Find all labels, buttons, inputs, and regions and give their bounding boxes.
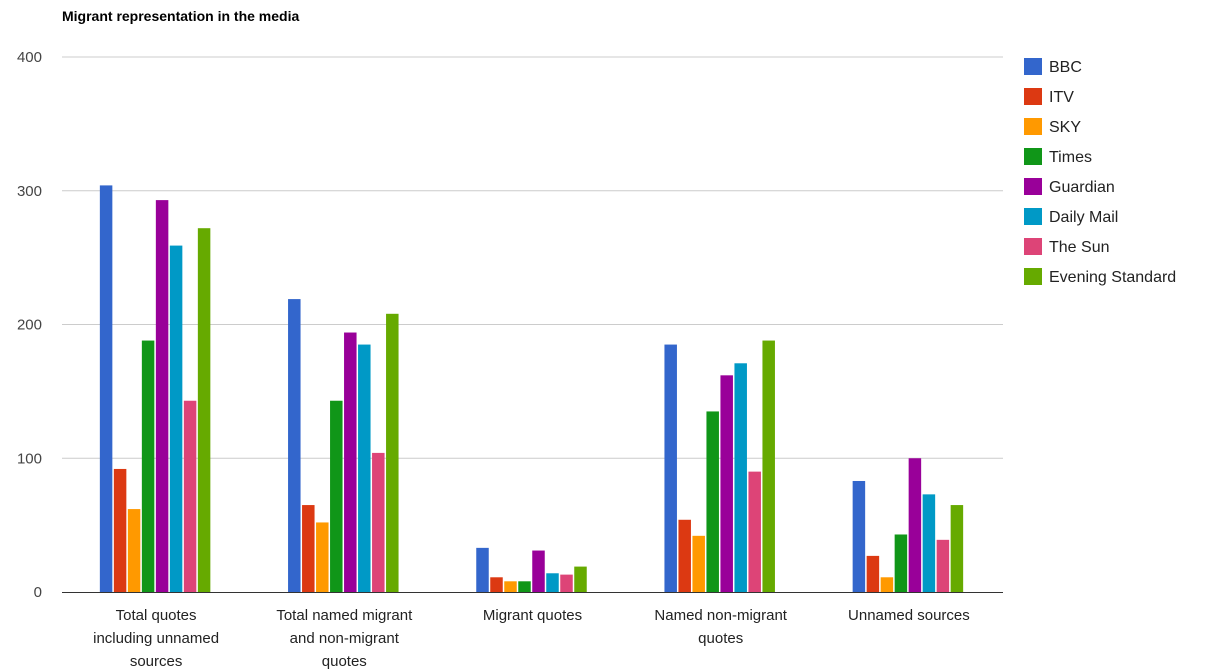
bar xyxy=(155,200,169,593)
bar xyxy=(141,340,155,592)
y-tick-label: 300 xyxy=(17,183,42,200)
x-tick-label: Unnamed sources xyxy=(848,607,970,624)
bar xyxy=(358,344,371,592)
legend-swatch xyxy=(1024,148,1042,165)
bar xyxy=(316,522,329,592)
legend-swatch xyxy=(1024,238,1042,255)
bar xyxy=(922,494,936,592)
legend-label: Guardian xyxy=(1049,179,1115,196)
bar xyxy=(476,547,489,592)
bar xyxy=(99,185,113,592)
bar xyxy=(866,555,880,592)
legend-swatch xyxy=(1024,268,1042,285)
bar xyxy=(288,299,301,592)
bar xyxy=(560,574,573,592)
bar xyxy=(908,458,922,592)
bar xyxy=(518,581,531,592)
legend-swatch xyxy=(1024,88,1042,105)
bar xyxy=(734,363,747,592)
legend-swatch xyxy=(1024,58,1042,75)
bar xyxy=(692,535,705,592)
chart-title: Migrant representation in the media xyxy=(62,8,300,24)
legend-label: Times xyxy=(1049,149,1092,166)
bar xyxy=(127,509,141,592)
legend-label: Daily Mail xyxy=(1049,209,1118,226)
legend-label: SKY xyxy=(1049,119,1081,136)
y-tick-label: 200 xyxy=(17,317,42,334)
x-tick-label: Migrant quotes xyxy=(483,607,582,624)
legend-label: Evening Standard xyxy=(1049,269,1176,286)
bar xyxy=(880,577,894,592)
y-tick-label: 0 xyxy=(34,584,42,601)
x-tick-label: Named non-migrant quotes xyxy=(654,607,787,647)
bar xyxy=(950,505,964,592)
y-tick-label: 400 xyxy=(17,49,42,66)
legend-label: BBC xyxy=(1049,59,1082,76)
bar xyxy=(936,539,950,592)
legend-swatch xyxy=(1024,208,1042,225)
bar xyxy=(344,332,357,592)
bar xyxy=(386,313,399,592)
bar xyxy=(894,534,908,592)
bar xyxy=(546,573,559,592)
bar xyxy=(169,245,183,592)
bar xyxy=(706,411,719,592)
bar xyxy=(748,471,761,592)
bar xyxy=(302,505,315,592)
bar xyxy=(113,468,127,592)
bar xyxy=(574,566,587,592)
x-tick-label: Total named migrant and non-migrant quotes xyxy=(276,607,413,670)
bar xyxy=(330,400,343,592)
bar xyxy=(197,228,211,592)
bar xyxy=(852,480,866,592)
bar xyxy=(532,550,545,592)
bar xyxy=(664,344,677,592)
bar xyxy=(183,400,197,592)
bar xyxy=(678,519,691,592)
x-tick-label: Total quotes including unnamed sources xyxy=(93,607,219,670)
bar xyxy=(762,340,775,592)
legend-label: The Sun xyxy=(1049,239,1109,256)
bar xyxy=(720,375,733,592)
bar xyxy=(490,577,503,592)
legend-swatch xyxy=(1024,178,1042,195)
bar xyxy=(504,581,517,592)
bar xyxy=(372,452,385,592)
legend-label: ITV xyxy=(1049,89,1074,106)
y-tick-label: 100 xyxy=(17,450,42,467)
legend-swatch xyxy=(1024,118,1042,135)
